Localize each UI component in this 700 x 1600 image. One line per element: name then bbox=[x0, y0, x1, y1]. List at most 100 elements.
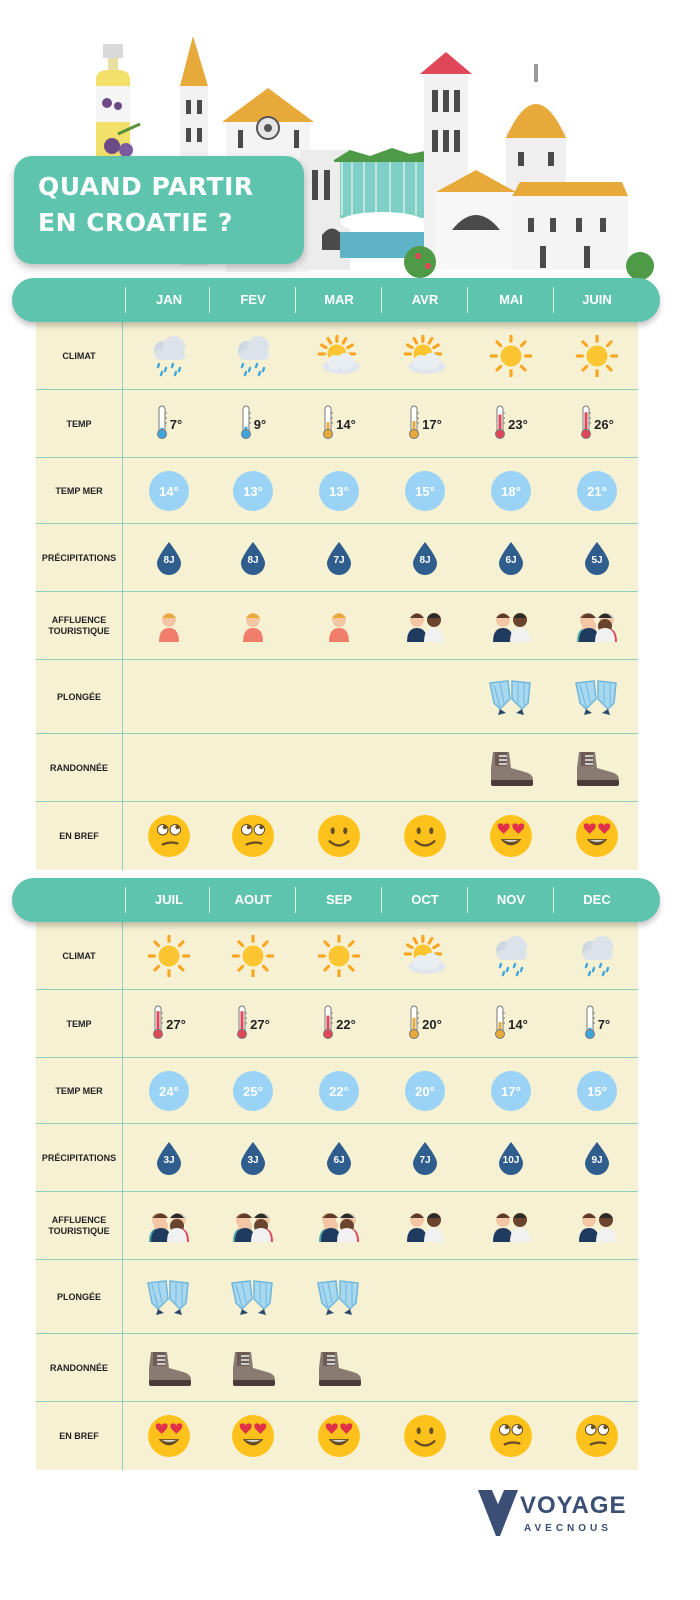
label-column-divider bbox=[122, 300, 123, 870]
empty-cell bbox=[554, 1334, 640, 1402]
precipitation-cell: 7J bbox=[382, 1124, 468, 1192]
table-row-randonnee: RANDONNÉE bbox=[36, 1334, 638, 1402]
rain-icon bbox=[468, 922, 554, 990]
raindrop-icon: 8J bbox=[156, 541, 182, 575]
sea-temp-badge: 14° bbox=[149, 471, 189, 511]
precipitation-cell: 8J bbox=[210, 524, 296, 592]
voyage-avecnous-logo: VOYAGE AVECNOUS bbox=[478, 1490, 653, 1550]
tourist-crowd-icon bbox=[126, 1192, 212, 1260]
header-separator bbox=[381, 287, 382, 313]
row-divider bbox=[36, 523, 638, 524]
row-divider bbox=[36, 1123, 638, 1124]
sun-icon bbox=[468, 322, 554, 390]
title-line-2: EN CROATIE ? bbox=[38, 208, 233, 237]
row-label: CLIMAT bbox=[62, 950, 96, 961]
row-label: PLONGÉE bbox=[56, 691, 101, 702]
raindrop-icon: 3J bbox=[240, 1141, 266, 1175]
rain-days-value: 6J bbox=[333, 1155, 345, 1166]
thermometer-icon bbox=[322, 405, 334, 444]
tourist-crowd-icon bbox=[296, 1192, 382, 1260]
temp-value: 17° bbox=[422, 416, 442, 432]
table-row-precipitations: PRÉCIPITATIONS 3J 3J 6J 7J 10J 9J bbox=[36, 1124, 638, 1192]
month-header-bar: JUIL AOUT SEP OCT NOV DEC bbox=[12, 878, 660, 922]
heart-eyes-face-icon bbox=[468, 802, 554, 870]
sea-temp-cell: 21° bbox=[554, 458, 640, 524]
raindrop-icon: 3J bbox=[156, 1141, 182, 1175]
sea-temp-badge: 24° bbox=[149, 1071, 189, 1111]
sea-temp-cell: 24° bbox=[126, 1058, 212, 1124]
heart-eyes-face-icon bbox=[210, 1402, 296, 1470]
single-tourist-icon bbox=[126, 592, 212, 660]
sun-icon bbox=[296, 922, 382, 990]
empty-cell bbox=[210, 734, 296, 802]
precipitation-cell: 3J bbox=[210, 1124, 296, 1192]
month-header-mai: MAI bbox=[499, 292, 523, 307]
sea-temp-cell: 13° bbox=[296, 458, 382, 524]
sea-temp-badge: 15° bbox=[405, 471, 445, 511]
thermometer-icon bbox=[584, 1005, 596, 1044]
header-separator bbox=[467, 287, 468, 313]
rain-days-value: 8J bbox=[419, 555, 431, 566]
month-header-oct: OCT bbox=[411, 892, 439, 907]
smile-face-icon bbox=[382, 802, 468, 870]
temp-cell: 14° bbox=[468, 990, 554, 1058]
empty-cell bbox=[382, 734, 468, 802]
table-row-temp: TEMP 27° 27° 22° 20° 14° 7° bbox=[36, 990, 638, 1058]
table-row-temp-mer: TEMP MER 24° 25° 22° 20° 17° 15° bbox=[36, 1058, 638, 1124]
rain-days-value: 3J bbox=[163, 1155, 175, 1166]
table-row-affluence: AFFLUENCE TOURISTIQUE bbox=[36, 1192, 638, 1260]
month-header-fev: FEV bbox=[240, 292, 266, 307]
row-divider bbox=[36, 989, 638, 990]
month-header-juin: JUIN bbox=[582, 292, 612, 307]
row-divider bbox=[36, 389, 638, 390]
hiking-boot-icon bbox=[296, 1334, 382, 1402]
empty-cell bbox=[468, 1260, 554, 1334]
sun-icon bbox=[126, 922, 212, 990]
raindrop-icon: 6J bbox=[326, 1141, 352, 1175]
temp-value: 26° bbox=[594, 416, 614, 432]
month-header-bar: JAN FEV MAR AVR MAI JUIN bbox=[12, 278, 660, 322]
temp-cell: 7° bbox=[554, 990, 640, 1058]
header-separator bbox=[125, 287, 126, 313]
row-divider bbox=[36, 1191, 638, 1192]
rain-icon bbox=[126, 322, 212, 390]
logo-sub-text: AVECNOUS bbox=[524, 1523, 612, 1534]
sea-temp-badge: 13° bbox=[233, 471, 273, 511]
row-label: TEMP MER bbox=[55, 1085, 103, 1096]
tourist-pair-icon bbox=[468, 1192, 554, 1260]
thermometer-icon bbox=[152, 1005, 164, 1044]
thermometer-icon bbox=[408, 1005, 420, 1044]
temp-cell: 22° bbox=[296, 990, 382, 1058]
raindrop-icon: 7J bbox=[412, 1141, 438, 1175]
rain-days-value: 7J bbox=[419, 1155, 431, 1166]
row-label: RANDONNÉE bbox=[49, 1362, 108, 1373]
sea-temp-badge: 20° bbox=[405, 1071, 445, 1111]
sea-temp-badge: 17° bbox=[491, 1071, 531, 1111]
temp-value: 9° bbox=[253, 416, 267, 432]
temp-value: 14° bbox=[508, 1016, 528, 1032]
tourist-pair-icon bbox=[468, 592, 554, 660]
precipitation-cell: 6J bbox=[296, 1124, 382, 1192]
sea-temp-badge: 13° bbox=[319, 471, 359, 511]
thermometer-icon bbox=[240, 405, 252, 444]
table-row-climat: CLIMAT bbox=[36, 922, 638, 990]
rain-days-value: 6J bbox=[505, 555, 517, 566]
table-row-precipitations: PRÉCIPITATIONS 8J 8J 7J 8J 6J 5J bbox=[36, 524, 638, 592]
label-column-divider bbox=[122, 900, 123, 1470]
row-label: RANDONNÉE bbox=[49, 762, 108, 773]
temp-cell: 9° bbox=[210, 390, 296, 458]
sea-temp-cell: 18° bbox=[468, 458, 554, 524]
month-header-juil: JUIL bbox=[154, 892, 184, 907]
raindrop-icon: 9J bbox=[584, 1141, 610, 1175]
precipitation-cell: 7J bbox=[296, 524, 382, 592]
single-tourist-icon bbox=[296, 592, 382, 660]
header-separator bbox=[295, 887, 296, 913]
tourist-crowd-icon bbox=[210, 1192, 296, 1260]
precipitation-cell: 8J bbox=[126, 524, 212, 592]
rain-days-value: 9J bbox=[591, 1155, 603, 1166]
row-label: CLIMAT bbox=[62, 350, 96, 361]
tourist-pair-icon bbox=[554, 1192, 640, 1260]
row-label: TEMP MER bbox=[55, 485, 103, 496]
hero-illustration: QUAND PARTIR EN CROATIE ? bbox=[0, 0, 700, 290]
header-separator bbox=[381, 887, 382, 913]
